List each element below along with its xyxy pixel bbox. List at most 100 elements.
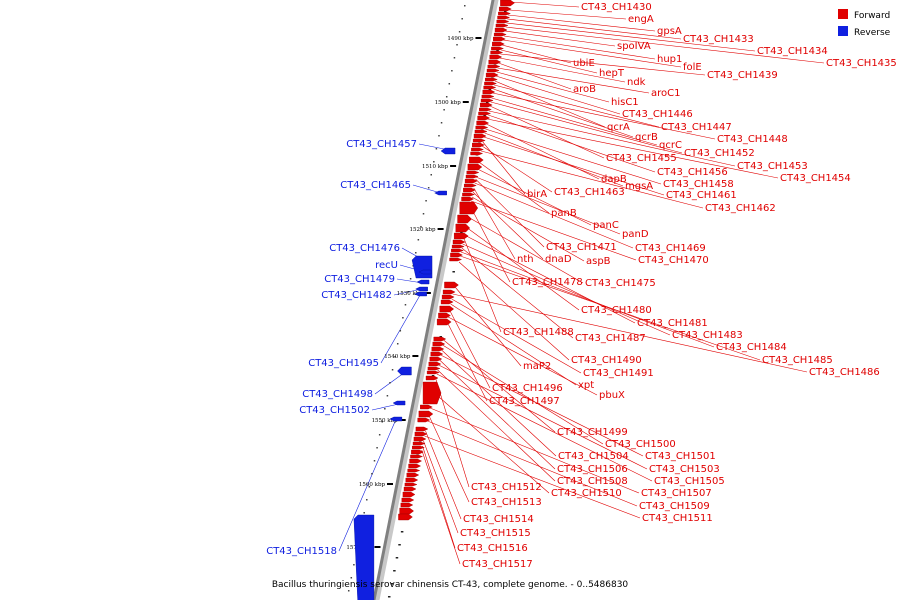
forward-gene-label: CT43_CH1517 <box>462 559 533 570</box>
minor-tick-dot <box>402 317 404 319</box>
forward-gene-arrow <box>418 410 434 418</box>
legend: Forward Reverse <box>838 9 891 38</box>
forward-gene-arrow <box>491 46 504 51</box>
forward-gene-label: dapB <box>601 174 627 185</box>
forward-label-connector <box>465 226 580 311</box>
minor-tick-dot <box>347 590 350 592</box>
forward-gene-arrow <box>493 36 506 42</box>
tick-label: 1560 kbp <box>359 482 386 488</box>
forward-gene-label: panC <box>593 220 619 231</box>
forward-gene-label: folE <box>683 62 702 73</box>
forward-gene-label: birA <box>527 189 547 200</box>
minor-tick-dot <box>453 57 456 59</box>
forward-gene-arrow <box>420 404 433 410</box>
genome-caption: Bacillus thuringiensis serovar chinensis… <box>272 580 629 590</box>
forward-gene-label: CT43_CH1483 <box>672 330 743 341</box>
forward-gene-arrow <box>401 497 415 503</box>
forward-label-connector <box>425 430 462 520</box>
forward-gene-label: CT43_CH1490 <box>571 355 642 366</box>
minor-tick-dot <box>445 96 448 98</box>
forward-gene-arrow <box>474 129 488 134</box>
minor-tick-dot <box>451 70 453 72</box>
forward-gene-arrow <box>414 431 428 437</box>
minor-tick-dot <box>415 252 417 254</box>
forward-label-connector <box>440 354 644 457</box>
forward-label-connector <box>458 261 570 361</box>
forward-gene-label: qcrA <box>607 122 630 133</box>
forward-label-connector <box>435 378 470 488</box>
forward-gene-label: CT43_CH1513 <box>471 497 542 508</box>
forward-gene-label: aspB <box>586 256 611 267</box>
forward-label-connector <box>443 339 556 433</box>
forward-gene-arrow <box>465 174 479 179</box>
forward-gene-label: CT43_CH1496 <box>492 383 563 394</box>
forward-label-connector <box>493 88 634 138</box>
forward-gene-arrow <box>407 468 421 473</box>
minor-tick-dot <box>386 395 389 397</box>
forward-gene-arrow <box>457 214 472 224</box>
forward-label-connector <box>488 110 736 167</box>
forward-gene-label: dnaD <box>545 254 572 265</box>
gene-labels: CT43_CH1430engAgpsACT43_CH1433CT43_CH143… <box>266 2 897 570</box>
minor-tick-dot <box>430 174 432 176</box>
minor-tick-dot <box>452 271 455 273</box>
forward-gene-label: CT43_CH1507 <box>641 488 712 499</box>
forward-label-connector <box>467 216 584 284</box>
minor-tick-dot <box>390 583 394 585</box>
forward-label-connector <box>475 178 545 248</box>
forward-gene-arrow <box>433 336 447 342</box>
minor-tick-dot <box>373 460 376 462</box>
forward-gene-arrow <box>464 183 477 188</box>
forward-gene-arrow <box>477 115 491 121</box>
forward-gene-arrow <box>487 64 501 69</box>
reverse-gene-arrow <box>397 366 412 376</box>
reverse-gene-arrow <box>434 190 447 196</box>
forward-label-connector <box>462 243 671 336</box>
forward-gene-arrow <box>496 19 510 24</box>
forward-label-connector <box>473 187 516 260</box>
reverse-label-connector <box>380 293 421 364</box>
forward-gene-arrow <box>449 257 463 262</box>
reverse-gene-arrow <box>353 514 375 600</box>
forward-gene-label: panB <box>551 208 577 219</box>
forward-gene-arrow <box>479 102 493 108</box>
minor-tick-dot <box>440 122 443 124</box>
forward-gene-label: CT43_CH1448 <box>717 134 788 145</box>
forward-label-connector <box>436 373 653 482</box>
forward-label-connector <box>472 191 544 260</box>
forward-label-connector <box>475 176 621 235</box>
forward-gene-label: hisC1 <box>611 97 639 108</box>
forward-gene-label: qcrC <box>659 140 682 151</box>
forward-label-connector <box>428 414 470 503</box>
forward-gene-arrow <box>417 417 431 423</box>
forward-gene-arrow <box>444 281 459 289</box>
minor-tick-dot <box>439 336 443 338</box>
minor-tick-dot <box>384 408 386 410</box>
reverse-label-connector <box>338 419 396 552</box>
forward-label-connector <box>433 391 550 494</box>
minor-tick-dot <box>464 5 466 7</box>
forward-gene-label: CT43_CH1486 <box>809 367 880 378</box>
forward-gene-arrow <box>488 59 502 65</box>
forward-gene-arrow <box>425 375 439 381</box>
minor-tick-dot <box>376 447 378 449</box>
forward-gene-arrow <box>484 81 498 86</box>
genome-axis <box>372 0 499 600</box>
forward-gene-arrow <box>406 472 420 478</box>
forward-gene-arrow <box>440 299 454 305</box>
forward-gene-label: CT43_CH1446 <box>622 109 693 120</box>
forward-gene-arrow <box>490 50 504 55</box>
forward-gene-arrow <box>402 491 416 498</box>
minor-tick-dot <box>363 512 365 514</box>
forward-gene-arrow <box>399 507 414 515</box>
forward-gene-label: CT43_CH1430 <box>581 2 652 13</box>
forward-label-connector <box>501 49 598 74</box>
forward-gene-arrow <box>475 125 489 130</box>
forward-gene-label: CT43_CH1505 <box>654 476 725 487</box>
forward-label-connector <box>486 123 600 180</box>
forward-gene-arrow <box>431 346 445 352</box>
forward-gene-label: CT43_CH1503 <box>649 464 720 475</box>
forward-gene-label: nth <box>517 254 534 265</box>
forward-label-connector <box>495 75 621 115</box>
forward-label-connector <box>471 200 637 261</box>
